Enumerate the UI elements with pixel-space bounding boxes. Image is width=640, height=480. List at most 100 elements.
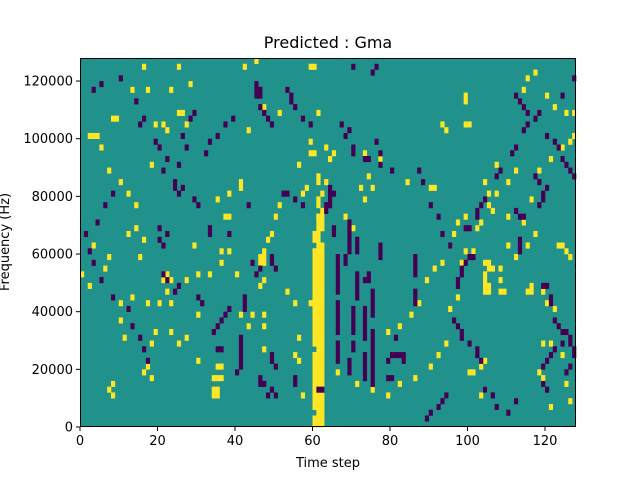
heatmap-cell-high xyxy=(227,248,232,255)
heatmap-cell-low xyxy=(273,265,278,272)
heatmap-cell-low xyxy=(417,167,422,174)
heatmap-cell-low xyxy=(517,98,523,105)
heatmap-cell-high xyxy=(366,173,371,180)
heatmap-cell-low xyxy=(227,305,232,312)
heatmap-cell-high xyxy=(312,375,317,382)
heatmap-cell-high xyxy=(242,63,247,70)
heatmap-cell-low xyxy=(568,167,573,174)
heatmap-cell-low xyxy=(510,150,515,157)
heatmap-cell-high xyxy=(316,305,321,312)
heatmap-cell-high xyxy=(312,357,317,364)
heatmap-cell-high xyxy=(432,265,437,272)
heatmap-cell-low xyxy=(572,352,577,359)
x-axis: 0 20 40 60 80 100 120 xyxy=(76,427,557,449)
heatmap-cell-low xyxy=(130,323,135,330)
heatmap-cell-low xyxy=(440,398,445,405)
heatmap-cell-high xyxy=(568,398,573,405)
heatmap-cell-high xyxy=(397,380,402,387)
heatmap-cell-high xyxy=(455,219,461,226)
heatmap-cell-high xyxy=(258,259,263,266)
heatmap-cell-high xyxy=(320,392,325,399)
heatmap-cell-low xyxy=(118,75,123,82)
heatmap-cell-high xyxy=(238,311,244,318)
heatmap-cell-high xyxy=(483,179,488,186)
heatmap-cell-high xyxy=(320,213,325,220)
heatmap-cell-low xyxy=(126,305,131,312)
heatmap-cell-low xyxy=(335,300,340,307)
heatmap-cell-low xyxy=(335,357,340,364)
heatmap-cell-high xyxy=(320,352,325,359)
heatmap-cell-low xyxy=(537,202,542,209)
heatmap-cell-high xyxy=(312,230,317,238)
heatmap-cell-low xyxy=(479,202,484,209)
heatmap-cell-low xyxy=(328,196,333,203)
heatmap-cell-high xyxy=(258,254,263,261)
heatmap-cell-high xyxy=(320,346,325,353)
heatmap-cell-high xyxy=(262,346,267,353)
heatmap-cell-high xyxy=(432,184,437,191)
heatmap-cell-low xyxy=(390,167,395,174)
heatmap-cell-low xyxy=(331,225,337,232)
heatmap-cell-high xyxy=(541,375,546,382)
heatmap-cell-low xyxy=(541,190,546,197)
heatmap-cell-high xyxy=(316,213,321,220)
heatmap-cell-low xyxy=(545,184,550,191)
heatmap-cell-low xyxy=(215,323,220,330)
heatmap-cell-high xyxy=(316,317,321,324)
heatmap-cell-low xyxy=(324,202,329,209)
heatmap-cell-low xyxy=(533,115,538,122)
y-tick-label: 120000 xyxy=(23,75,73,90)
heatmap-cell-low xyxy=(390,352,395,359)
heatmap-cell-high xyxy=(444,340,449,347)
heatmap-cell-high xyxy=(386,392,391,399)
heatmap-cell-low xyxy=(421,179,426,186)
x-axis-label: Time step xyxy=(295,456,360,471)
heatmap-cell-high xyxy=(87,132,92,140)
heatmap-cell-high xyxy=(196,271,201,278)
heatmap-cell-low xyxy=(370,328,375,336)
heatmap-cell-high xyxy=(300,190,306,197)
heatmap-cell-high xyxy=(142,63,147,70)
heatmap-cell-high xyxy=(320,248,325,255)
heatmap-cell-low xyxy=(196,202,201,209)
heatmap-cell-low xyxy=(196,294,201,301)
heatmap-cell-high xyxy=(316,421,321,428)
heatmap-cell-high xyxy=(145,363,151,370)
heatmap-cell-low xyxy=(370,334,375,341)
x-tick-label: 100 xyxy=(455,434,480,449)
heatmap-cell-high xyxy=(188,81,193,88)
heatmap-cell-high xyxy=(320,317,325,324)
heatmap-cell-low xyxy=(545,132,550,140)
chart-title: Predicted : Gma xyxy=(264,33,392,52)
heatmap-cell-high xyxy=(463,248,468,255)
heatmap-cell-low xyxy=(413,294,418,301)
heatmap-cell-high xyxy=(545,92,550,99)
heatmap-cell-high xyxy=(397,323,402,330)
heatmap-cell-high xyxy=(107,254,112,261)
heatmap-cell-high xyxy=(308,138,313,145)
heatmap-cell-low xyxy=(269,121,275,128)
heatmap-cell-high xyxy=(552,104,557,111)
heatmap-cell-low xyxy=(483,386,488,393)
heatmap-cell-low xyxy=(362,311,368,318)
heatmap-cell-high xyxy=(436,352,441,359)
heatmap-cell-high xyxy=(169,86,174,93)
heatmap-cell-low xyxy=(393,334,399,341)
heatmap-cell-low xyxy=(316,386,321,393)
heatmap-cell-low xyxy=(517,248,523,255)
heatmap-cell-low xyxy=(467,340,472,347)
heatmap-cell-low xyxy=(258,375,263,382)
heatmap-cell-low xyxy=(219,317,224,324)
x-tick-label: 80 xyxy=(382,434,399,449)
heatmap-cell-high xyxy=(316,300,321,307)
heatmap-cell-low xyxy=(258,380,263,387)
heatmap-cell-high xyxy=(463,121,468,128)
heatmap-cell-low xyxy=(568,334,573,341)
heatmap-cell-high xyxy=(545,300,550,307)
heatmap-cell-high xyxy=(552,305,557,312)
heatmap-cell-high xyxy=(320,403,325,411)
heatmap-cell-high xyxy=(238,184,244,191)
heatmap-cell-high xyxy=(169,300,174,307)
heatmap-cell-high xyxy=(316,254,321,261)
heatmap-cell-high xyxy=(215,386,220,393)
